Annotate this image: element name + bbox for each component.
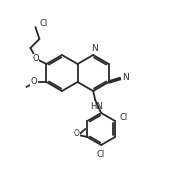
- Text: O: O: [31, 78, 37, 87]
- Text: N: N: [122, 73, 129, 82]
- Text: Cl: Cl: [119, 114, 127, 123]
- Text: O: O: [32, 54, 39, 63]
- Text: HN: HN: [90, 102, 103, 111]
- Text: Cl: Cl: [96, 150, 104, 159]
- Text: N: N: [91, 44, 98, 53]
- Text: O: O: [73, 130, 79, 139]
- Text: Cl: Cl: [39, 19, 48, 28]
